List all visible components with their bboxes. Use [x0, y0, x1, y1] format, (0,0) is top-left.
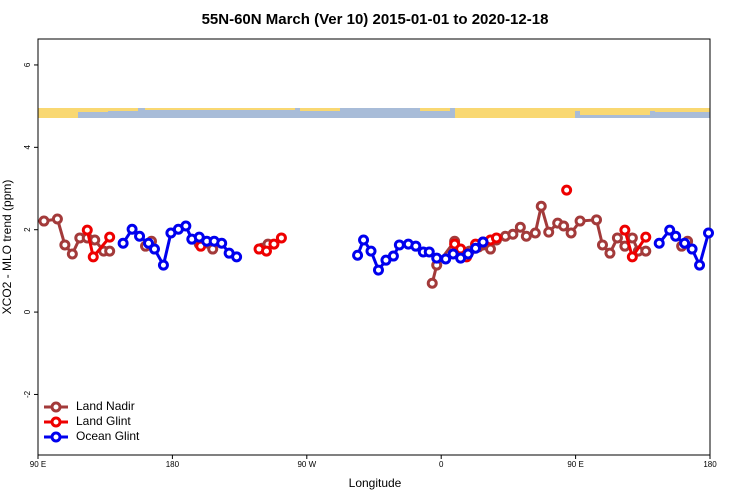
data-point: [410, 240, 422, 252]
data-point: [507, 228, 519, 240]
data-point: [87, 251, 99, 263]
data-point: [686, 243, 698, 255]
data-point: [535, 200, 547, 212]
y-tick-label: 4: [23, 145, 32, 150]
data-point: [216, 237, 228, 249]
data-point: [514, 221, 526, 233]
x-axis-label: Longitude: [349, 476, 402, 490]
x-tick-label: 180: [166, 460, 180, 469]
data-point: [561, 184, 573, 196]
data-point: [66, 248, 78, 260]
data-point: [694, 259, 706, 271]
data-point: [490, 232, 502, 244]
legend-marker: [50, 401, 62, 413]
y-tick-label: 0: [23, 309, 32, 314]
data-point: [352, 249, 364, 261]
legend-label: Ocean Glint: [76, 429, 140, 443]
y-axis-label: XCO2 - MLO trend (ppm): [0, 180, 14, 315]
data-point: [134, 230, 146, 242]
data-point: [679, 237, 691, 249]
legend-label: Land Nadir: [76, 399, 135, 413]
y-tick-label: 2: [23, 227, 32, 232]
data-point: [670, 230, 682, 242]
data-point: [529, 227, 541, 239]
legend-marker: [50, 431, 62, 443]
data-point: [611, 232, 623, 244]
x-tick-label: 0: [439, 460, 444, 469]
data-point: [426, 277, 438, 289]
data-point: [640, 231, 652, 243]
data-point: [393, 239, 405, 251]
data-point: [543, 226, 555, 238]
data-point: [470, 242, 482, 254]
data-point: [423, 246, 435, 258]
chart-title: 55N-60N March (Ver 10) 2015-01-01 to 202…: [202, 11, 549, 28]
data-point: [596, 239, 608, 251]
plot-frame: [37, 38, 711, 456]
data-point: [38, 215, 50, 227]
data-point: [51, 213, 63, 225]
data-point: [148, 243, 160, 255]
data-point: [358, 234, 370, 246]
y-tick-label: -2: [23, 390, 32, 398]
data-point: [180, 220, 192, 232]
data-point: [387, 250, 399, 262]
data-point: [268, 238, 280, 250]
data-point: [484, 243, 496, 255]
data-point: [558, 220, 570, 232]
y-tick-label: 6: [23, 62, 32, 67]
data-point: [565, 227, 577, 239]
data-point: [260, 245, 272, 257]
data-point: [440, 253, 452, 265]
data-point: [275, 232, 287, 244]
data-point: [157, 259, 169, 271]
data-point: [574, 215, 586, 227]
x-tick-label: 90 E: [30, 460, 46, 469]
data-point: [664, 224, 676, 236]
data-point: [520, 230, 532, 242]
data-point: [89, 234, 101, 246]
map-strip: [38, 108, 710, 118]
data-point: [117, 237, 129, 249]
data-point: [462, 248, 474, 260]
data-point: [365, 245, 377, 257]
x-tick-label: 180: [703, 460, 717, 469]
legend-label: Land Glint: [76, 414, 131, 428]
data-point: [231, 251, 243, 263]
data-point: [640, 245, 652, 257]
data-point: [104, 245, 116, 257]
data-point: [81, 224, 93, 236]
data-point: [626, 251, 638, 263]
data-point: [619, 224, 631, 236]
data-point: [604, 247, 616, 259]
data-point: [591, 214, 603, 226]
data-point: [59, 239, 71, 251]
data-point: [477, 236, 489, 248]
data-point: [626, 232, 638, 244]
series-line: [430, 205, 646, 284]
legend-marker: [50, 416, 62, 428]
data-point: [703, 227, 715, 239]
data-point: [104, 231, 116, 243]
x-tick-label: 90 E: [567, 460, 583, 469]
data-point: [126, 223, 138, 235]
data-point: [653, 237, 665, 249]
data-point: [431, 252, 443, 264]
x-tick-label: 90 W: [297, 460, 316, 469]
data-point: [372, 264, 384, 276]
